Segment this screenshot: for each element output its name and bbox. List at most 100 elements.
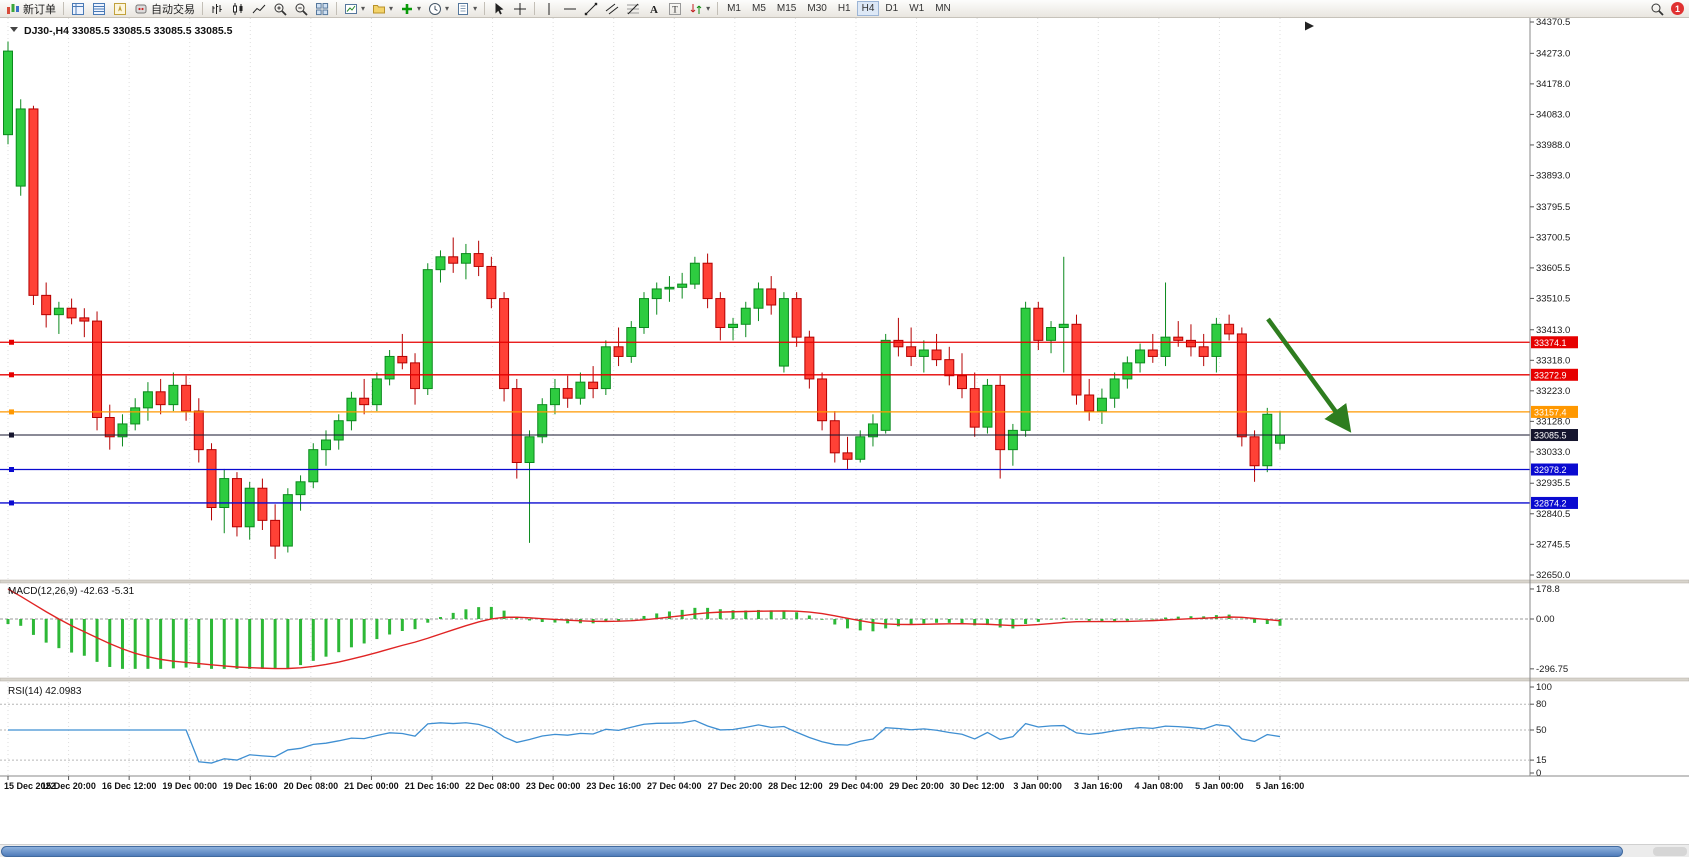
annotation-arrow[interactable]: [1266, 317, 1352, 433]
zoom-in-icon: [273, 2, 287, 16]
data-window-button[interactable]: [89, 1, 109, 17]
y-axis-label: 33893.0: [1536, 170, 1570, 181]
svg-text:32874.2: 32874.2: [1534, 498, 1567, 508]
text-label-icon: T: [668, 2, 682, 16]
line-handle: [9, 372, 14, 378]
time-axis-label: 4 Jan 08:00: [1135, 781, 1184, 791]
bar-chart-button[interactable]: [207, 1, 227, 17]
time-axis-label: 27 Dec 04:00: [647, 781, 702, 791]
zoom-in-button[interactable]: [270, 1, 290, 17]
toolbar-separator: [534, 2, 536, 15]
timeframe-m30-button[interactable]: M30: [802, 1, 831, 16]
indicators-button[interactable]: ▾: [397, 1, 424, 17]
timeframe-m1-button[interactable]: M1: [722, 1, 746, 16]
autotrading-label: 自动交易: [151, 3, 195, 16]
crosshair-tool-button[interactable]: [510, 1, 530, 17]
arrows-icon: [689, 2, 703, 16]
market-watch-button[interactable]: [68, 1, 88, 17]
cursor-icon: [492, 2, 506, 16]
rsi-scale-label: 0: [1536, 768, 1541, 779]
time-axis-label: 19 Dec 16:00: [223, 781, 278, 791]
timeframe-w1-button[interactable]: W1: [904, 1, 929, 16]
new-order-label: 新订单: [23, 3, 56, 16]
scrollbar-thumb[interactable]: [1, 846, 1623, 857]
line-handle: [9, 467, 14, 473]
templates-button[interactable]: ▾: [453, 1, 480, 17]
price-line-support-32874.2[interactable]: 32874.2: [0, 496, 1578, 509]
panel-divider-macd[interactable]: [0, 579, 1689, 584]
time-axis-label: 30 Dec 12:00: [950, 781, 1005, 791]
line-chart-button[interactable]: [249, 1, 269, 17]
price-line-resistance-33272.9[interactable]: 33272.9: [0, 368, 1578, 381]
y-axis-label: 32745.5: [1536, 539, 1570, 550]
indicators-plus-icon: [400, 2, 414, 16]
trendline-tool-button[interactable]: [581, 1, 601, 17]
vertical-line-icon: [542, 2, 556, 16]
chevron-down-icon: ▾: [417, 3, 422, 13]
y-axis-label: 33128.0: [1536, 416, 1570, 427]
timeframe-m15-button[interactable]: M15: [772, 1, 801, 16]
profiles-button[interactable]: ▾: [369, 1, 396, 17]
svg-text:33272.9: 33272.9: [1534, 370, 1567, 380]
timeframe-mn-button[interactable]: MN: [930, 1, 956, 16]
time-axis-label: 22 Dec 08:00: [465, 781, 520, 791]
timeframe-d1-button[interactable]: D1: [880, 1, 903, 16]
channel-tool-button[interactable]: [602, 1, 622, 17]
market-watch-icon: [71, 2, 85, 16]
price-tag: [1531, 496, 1578, 509]
y-axis-label: 34273.0: [1536, 48, 1570, 59]
autotrading-button[interactable]: 自动交易: [131, 1, 198, 17]
timeframe-m5-button[interactable]: M5: [747, 1, 771, 16]
fibonacci-tool-button[interactable]: [623, 1, 643, 17]
cursor-tool-button[interactable]: [489, 1, 509, 17]
zoom-out-icon: [294, 2, 308, 16]
time-axis-label: 29 Dec 04:00: [829, 781, 884, 791]
search-button[interactable]: [1647, 1, 1667, 17]
candlestick-chart-button[interactable]: [228, 1, 248, 17]
chart-title: DJ30-,H4 33085.5 33085.5 33085.5 33085.5: [24, 25, 233, 37]
line-handle: [9, 339, 14, 345]
arrows-tool-button[interactable]: ▾: [686, 1, 713, 17]
y-axis-label: 33510.5: [1536, 293, 1570, 304]
y-axis-label: 34178.0: [1536, 79, 1570, 90]
price-line-resistance-33374.1[interactable]: 33374.1: [0, 336, 1578, 349]
price-shift-marker[interactable]: [1305, 21, 1314, 31]
new-chart-button[interactable]: ▾: [341, 1, 368, 17]
new-order-button[interactable]: 新订单: [3, 1, 59, 17]
line-handle: [9, 409, 14, 415]
price-line-bid-33085.5[interactable]: 33085.5: [0, 429, 1578, 442]
tile-windows-button[interactable]: [312, 1, 332, 17]
chart-dropdown-icon[interactable]: [10, 27, 18, 32]
time-axis-label: 15 Dec 20:00: [41, 781, 96, 791]
timeframe-h1-button[interactable]: H1: [833, 1, 856, 16]
timeframe-h4-button[interactable]: H4: [856, 1, 880, 16]
profiles-icon: [372, 2, 386, 16]
periods-button[interactable]: ▾: [425, 1, 452, 17]
horizontal-line-tool-button[interactable]: [560, 1, 580, 17]
time-axis-label: 20 Dec 08:00: [284, 781, 339, 791]
rsi-line: [8, 719, 1281, 764]
price-line-pivot-33157.4[interactable]: 33157.4: [0, 405, 1578, 418]
macd-scale-label: 0.00: [1536, 614, 1555, 625]
macd-label: MACD(12,26,9) -42.63 -5.31: [8, 586, 135, 597]
y-axis-label: 32935.5: [1536, 478, 1570, 489]
text-tool-button[interactable]: A: [644, 1, 664, 17]
price-tag: [1531, 368, 1578, 381]
rsi-scale-label: 100: [1536, 682, 1552, 693]
new-chart-icon: [344, 2, 358, 16]
time-axis-label: 16 Dec 12:00: [102, 781, 157, 791]
zoom-out-button[interactable]: [291, 1, 311, 17]
navigator-button[interactable]: [110, 1, 130, 17]
time-axis-label: 27 Dec 20:00: [708, 781, 763, 791]
candles: [3, 41, 1285, 559]
price-line-support-32978.2[interactable]: 32978.2: [0, 463, 1578, 476]
rsi-scale-label: 80: [1536, 699, 1547, 710]
svg-text:T: T: [672, 4, 678, 14]
panel-divider-rsi[interactable]: [0, 677, 1689, 682]
vertical-line-tool-button[interactable]: [539, 1, 559, 17]
text-label-tool-button[interactable]: T: [665, 1, 685, 17]
y-axis-label: 33318.0: [1536, 355, 1570, 366]
chevron-down-icon: ▾: [473, 3, 478, 13]
notification-badge[interactable]: 1: [1671, 2, 1684, 15]
